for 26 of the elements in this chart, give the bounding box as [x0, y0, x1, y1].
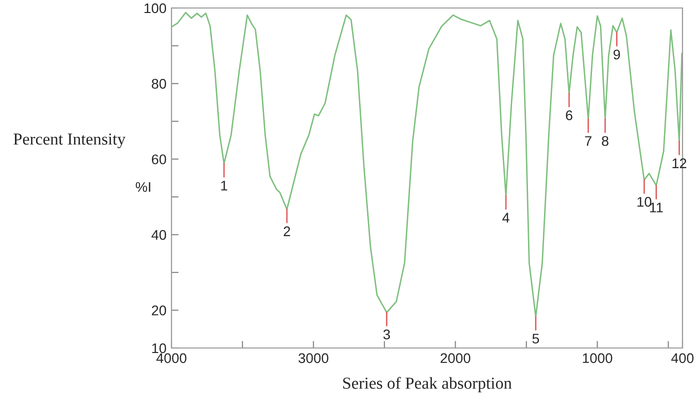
annotation: 4: [502, 212, 510, 222]
y-tick-label: 40: [152, 230, 166, 240]
y-tick-label: 80: [152, 78, 166, 89]
annotation: 8: [602, 136, 608, 146]
text: %I: [136, 182, 150, 192]
y-tick-label: 60: [152, 154, 166, 164]
y-tick-label: 20: [152, 306, 166, 316]
y-axis-title: Percent Intensity: [14, 134, 126, 148]
y-tick-label: 100: [144, 3, 166, 14]
annotation: 3: [383, 330, 390, 340]
annotation: 9: [614, 50, 620, 60]
annotation: 10: [638, 196, 652, 207]
x-tick-label: 4000: [156, 353, 186, 364]
annotation: 12: [672, 158, 686, 168]
x-tick-label: 3000: [298, 353, 328, 364]
annotation: 1: [221, 180, 228, 190]
x-axis-title: Series of Peak absorption: [343, 376, 512, 392]
annotation: 5: [532, 334, 540, 344]
y-tick-label: 10: [152, 343, 166, 354]
annotation: 7: [585, 136, 592, 146]
x-tick-label: 1000: [582, 353, 612, 364]
x-tick-label: 2000: [440, 353, 470, 364]
annotation: 6: [566, 110, 572, 120]
x-tick-label: 400: [671, 353, 694, 364]
annotation: 11: [650, 202, 663, 212]
annotation: 2: [284, 226, 290, 236]
